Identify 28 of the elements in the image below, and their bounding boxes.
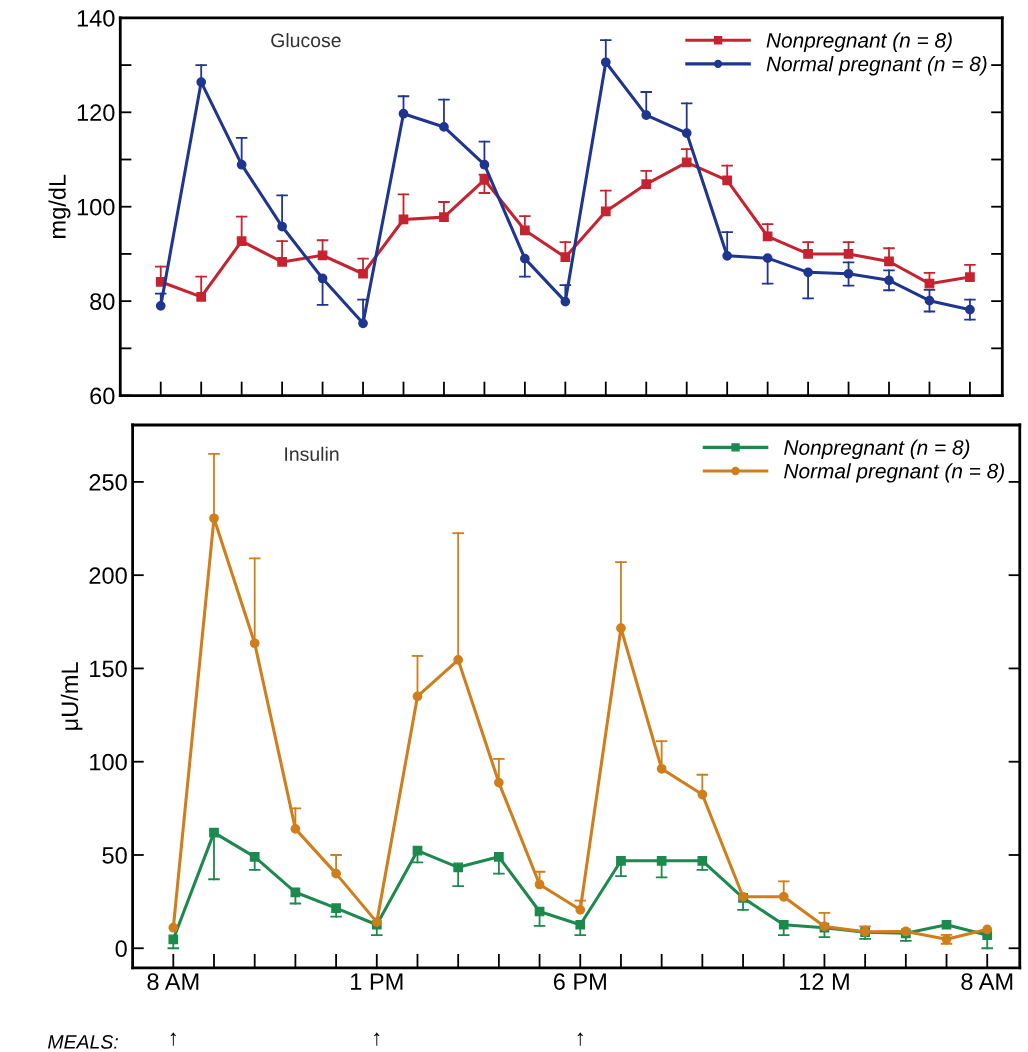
text: MEALS: bbox=[48, 1035, 118, 1049]
y-tick-label: 250 bbox=[89, 473, 127, 491]
x-tick-label: 8 AM bbox=[147, 973, 199, 991]
x-tick-label: 8 AM bbox=[961, 973, 1013, 991]
y-tick-label: 0 bbox=[115, 940, 127, 958]
legend-label: Normal pregnant (n = 8) bbox=[784, 463, 1004, 483]
y-tick-label: 200 bbox=[89, 567, 127, 584]
y-tick-label: 140 bbox=[77, 9, 115, 27]
text: ↑ bbox=[170, 1032, 176, 1046]
text: Insulin bbox=[285, 446, 339, 461]
legend-label: Nonpregnant (n = 8) bbox=[784, 439, 970, 460]
y-tick-label: 120 bbox=[77, 104, 115, 122]
y-tick-label: 60 bbox=[90, 387, 115, 405]
legend-label: Nonpregnant (n = 8) bbox=[766, 32, 952, 52]
y-tick-label: 100 bbox=[90, 753, 127, 771]
y-axis-title: μU/mL bbox=[60, 662, 83, 730]
y-axis-title: mg/dL bbox=[48, 174, 71, 238]
x-tick-label: 1 PM bbox=[351, 973, 403, 990]
x-tick-label: 6 PM bbox=[553, 973, 606, 991]
text: Glucose bbox=[271, 32, 341, 48]
y-tick-label: 80 bbox=[90, 293, 115, 310]
y-tick-label: 100 bbox=[77, 198, 115, 216]
y-tick-label: 150 bbox=[90, 660, 127, 678]
text: ↑ bbox=[374, 1032, 380, 1046]
y-tick-label: 50 bbox=[102, 847, 127, 864]
x-tick-label: 12 M bbox=[799, 973, 849, 990]
text: ↑ bbox=[577, 1032, 583, 1046]
legend-label: Normal pregnant (n = 8) bbox=[766, 56, 987, 76]
